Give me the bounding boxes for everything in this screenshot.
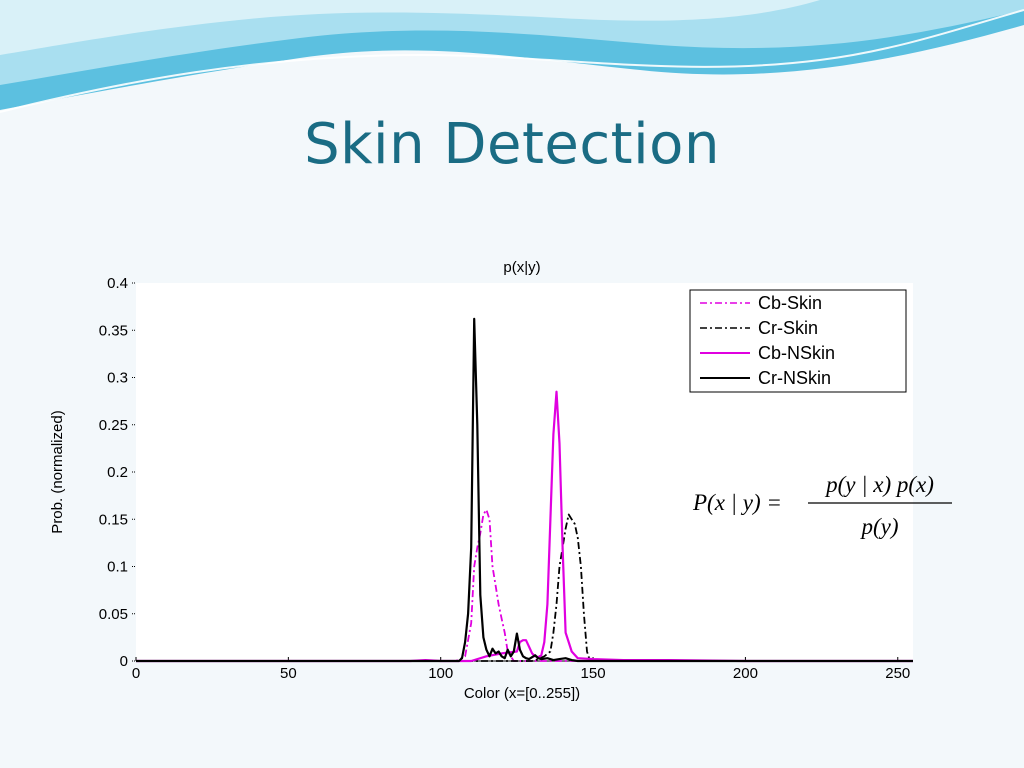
legend: Cb-Skin Cr-Skin Cb-NSkin Cr-NSkin xyxy=(689,289,907,393)
formula-numerator: p(y | x) p(x) xyxy=(824,472,934,497)
legend-label-cb-nskin: Cb-NSkin xyxy=(758,343,835,363)
x-tick-label: 100 xyxy=(428,665,453,682)
y-tick-label: 0.4 xyxy=(107,275,128,292)
formula-denominator: p(y) xyxy=(859,514,898,539)
series-line-cr-nskin xyxy=(136,317,913,663)
header-wave-highlight xyxy=(0,0,820,55)
legend-box xyxy=(689,289,907,393)
y-tick-label: 0 xyxy=(120,653,128,670)
formula-lhs: P(x | y) = xyxy=(692,490,782,515)
legend-label-cr-skin: Cr-Skin xyxy=(758,318,818,338)
bayes-formula: P(x | y) = p(y | x) p(x) p(y) xyxy=(692,472,952,539)
x-tick-label: 150 xyxy=(581,665,606,682)
x-tick-label: 50 xyxy=(280,665,297,682)
y-tick-label: 0.1 xyxy=(107,559,128,576)
x-tick-label: 200 xyxy=(733,665,758,682)
x-axis-label: Color (x=[0..255]) xyxy=(464,685,580,702)
slide-title: Skin Detection xyxy=(304,112,720,177)
legend-label-cb-skin: Cb-Skin xyxy=(758,293,822,313)
y-tick-label: 0.15 xyxy=(99,511,128,528)
series-line-cb-skin xyxy=(136,508,913,662)
y-tick-label: 0.3 xyxy=(107,370,128,387)
series-layer xyxy=(136,317,913,663)
y-axis-label: Prob. (normalized) xyxy=(49,410,66,533)
x-tick-label: 0 xyxy=(132,665,140,682)
x-tick-label: 250 xyxy=(885,665,910,682)
y-tick-label: 0.25 xyxy=(99,417,128,434)
y-tick-label: 0.05 xyxy=(99,606,128,623)
y-tick-label: 0.2 xyxy=(107,464,128,481)
header-wave-line xyxy=(0,9,1024,113)
y-tick-label: 0.35 xyxy=(99,322,128,339)
series-line-cr-skin xyxy=(136,513,913,662)
chart-title: p(x|y) xyxy=(503,259,540,276)
legend-label-cr-nskin: Cr-NSkin xyxy=(758,368,831,388)
header-wave-light xyxy=(0,0,1024,85)
